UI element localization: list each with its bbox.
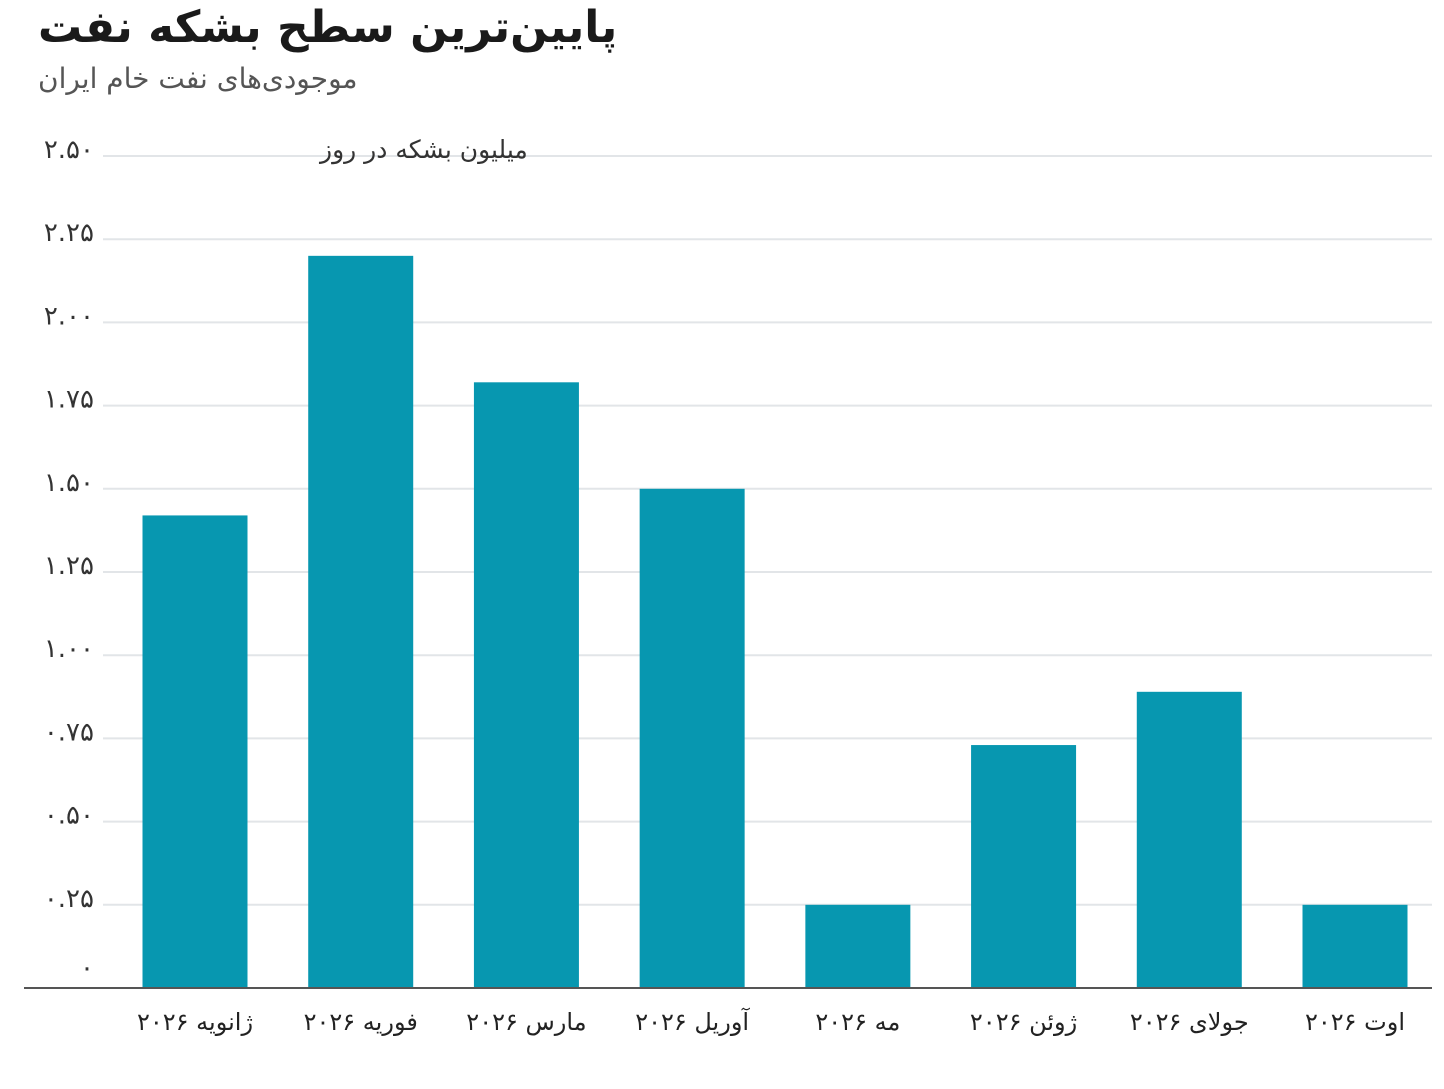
y-tick-label: ۲.۲۵ — [44, 218, 94, 248]
x-axis-categories: ژانویه ۲۰۲۶ فوریه ۲۰۲۶ مارس ۲۰۲۶ آوریل ۲۰۲۶… — [137, 1007, 1405, 1036]
y-tick-label: ۰.۵۰ — [44, 801, 94, 831]
y-axis-ticks: ۰ ۰.۲۵ ۰.۵۰ ۰.۷۵ ۱.۰۰ ۱.۲۵ ۱.۵۰ ۱.۷۵ ۲.۰۰ ۲.۲۵ ۲.۵… — [44, 135, 94, 983]
chart-title: پایین‌ترین سطح بشکه نفت — [38, 2, 618, 53]
y-tick-label: ۱.۲۵ — [44, 551, 94, 581]
y-tick-label: ۱.۷۵ — [44, 385, 94, 415]
bar — [805, 904, 911, 988]
y-axis-unit-label: میلیون بشکه در روز — [318, 135, 528, 165]
bar — [639, 488, 745, 988]
x-category-label: ژوئن ۲۰۲۶ — [970, 1008, 1077, 1036]
y-tick-label: ۲.۵۰ — [44, 135, 94, 165]
bars — [142, 255, 1408, 989]
x-category-label: جولای ۲۰۲۶ — [1130, 1008, 1249, 1036]
bar — [142, 515, 248, 988]
x-category-label: ژانویه ۲۰۲۶ — [137, 1008, 253, 1036]
y-tick-label: ۱.۵۰ — [44, 468, 94, 498]
y-tick-label: ۰.۲۵ — [44, 884, 94, 914]
bar — [308, 255, 414, 989]
x-category-label: آوریل ۲۰۲۶ — [635, 1007, 750, 1036]
y-tick-label: ۲.۰۰ — [44, 301, 94, 331]
chart-subtitle: موجودی‌های نفت خام ایران — [38, 62, 358, 95]
bar — [1302, 904, 1408, 988]
y-tick-label: ۱.۰۰ — [44, 634, 94, 664]
x-category-label: اوت ۲۰۲۶ — [1305, 1008, 1405, 1036]
y-tick-label: ۰ — [80, 953, 94, 983]
bar — [1136, 691, 1242, 988]
x-category-label: مه ۲۰۲۶ — [815, 1008, 900, 1036]
bar — [473, 382, 579, 989]
bar — [971, 745, 1077, 988]
y-tick-label: ۰.۷۵ — [44, 717, 94, 747]
x-category-label: مارس ۲۰۲۶ — [466, 1008, 586, 1036]
x-category-label: فوریه ۲۰۲۶ — [304, 1008, 418, 1036]
